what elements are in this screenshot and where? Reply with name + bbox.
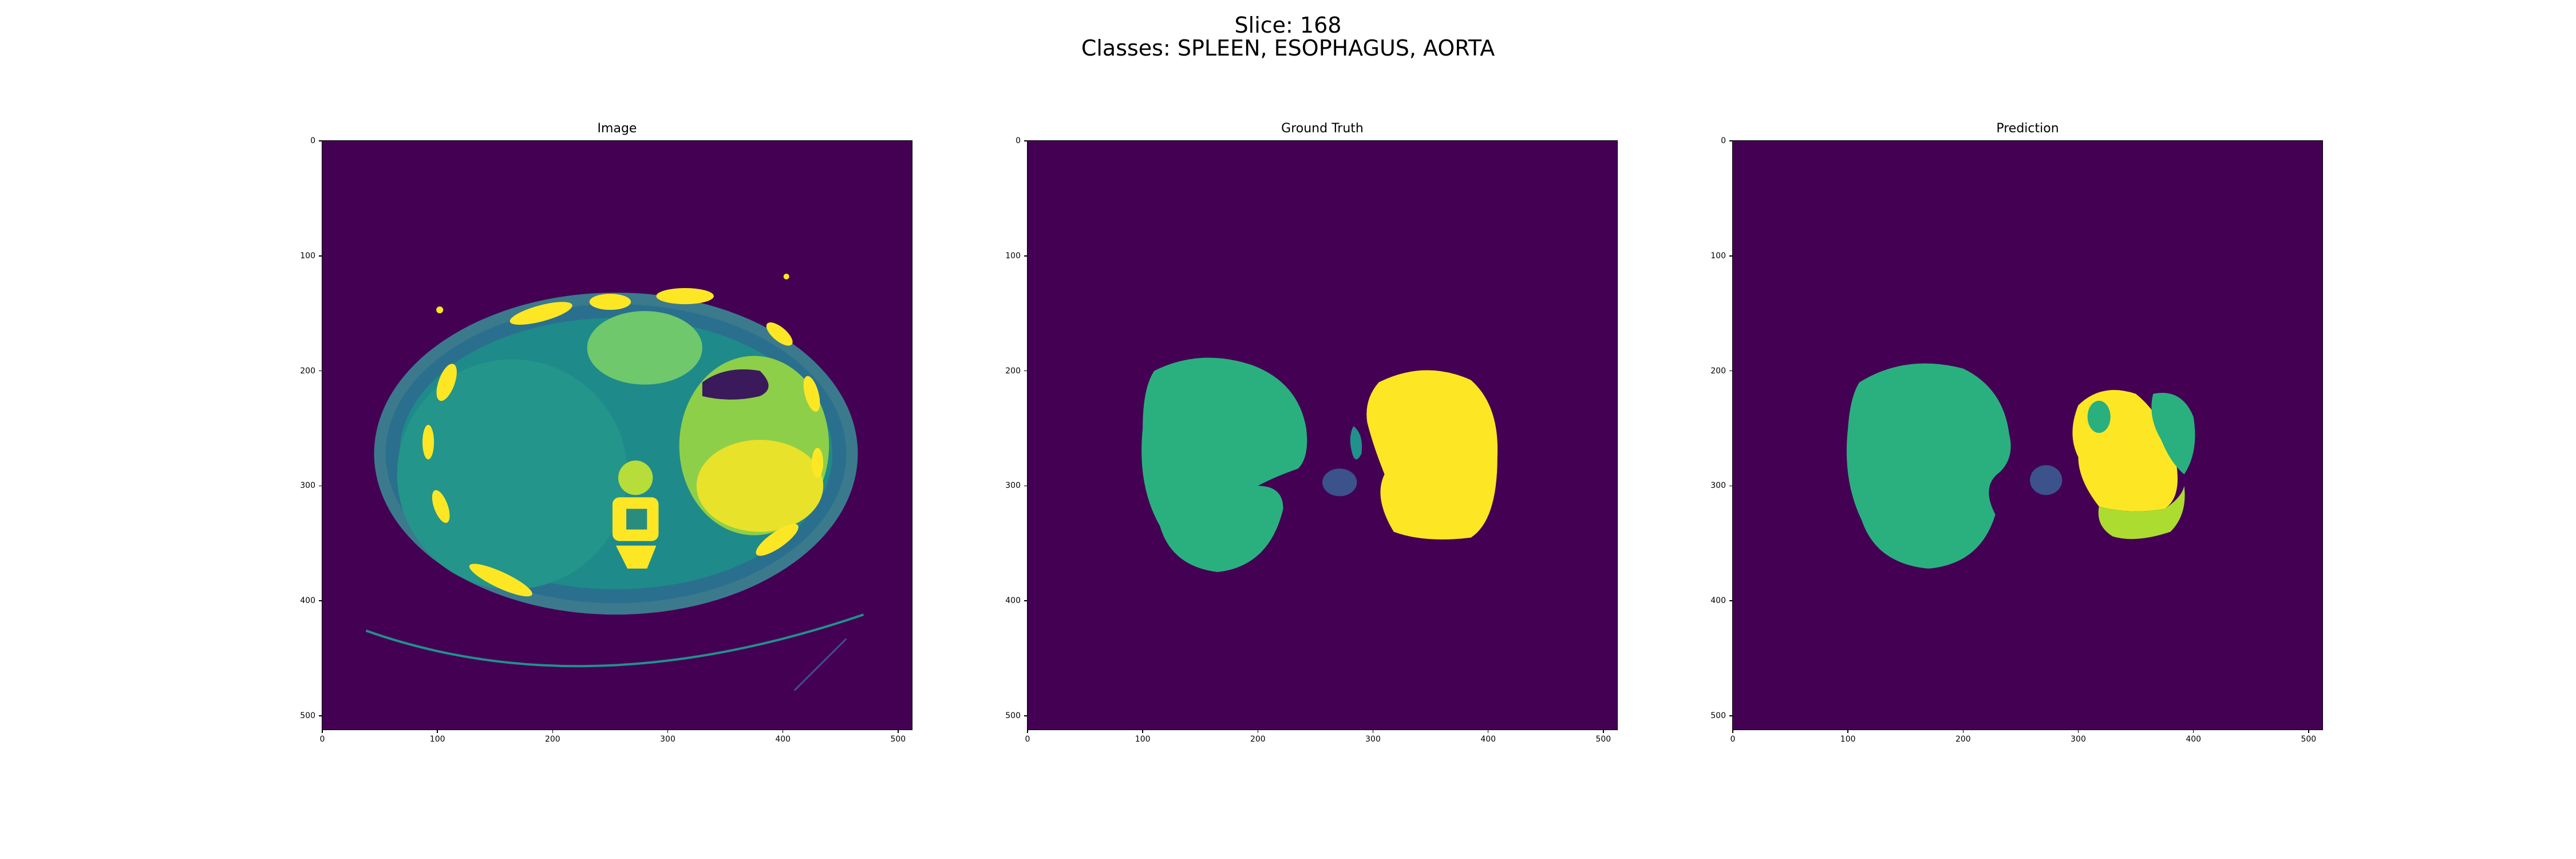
xtick-label: 300	[2071, 735, 2086, 744]
ytick-mark	[1024, 485, 1028, 487]
ytick-mark	[1729, 715, 1733, 716]
ytick-mark	[1729, 370, 1733, 372]
xtick-label: 200	[1955, 735, 1971, 744]
ytick-label: 200	[300, 366, 315, 376]
xtick-label: 400	[1480, 735, 1496, 744]
xtick-label: 400	[2186, 735, 2202, 744]
prediction-axes	[1732, 140, 2323, 730]
ytick-label: 400	[1710, 596, 1726, 606]
xtick-mark	[1732, 730, 1733, 733]
ytick-mark	[1729, 600, 1733, 601]
ytick-label: 100	[300, 251, 315, 261]
ytick-label: 100	[1005, 251, 1021, 261]
xtick-mark	[898, 730, 899, 733]
ytick-mark	[1024, 255, 1028, 257]
ytick-label: 400	[1005, 596, 1021, 606]
xtick-label: 500	[2301, 735, 2317, 744]
xtick-mark	[552, 730, 554, 733]
xtick-mark	[2308, 730, 2309, 733]
ytick-mark	[319, 370, 322, 372]
xtick-label: 500	[1595, 735, 1611, 744]
pred-liver-region	[1846, 363, 2011, 569]
xtick-label: 200	[544, 735, 560, 744]
ct-image-axes	[322, 140, 912, 730]
xtick-mark	[1487, 730, 1489, 733]
ytick-label: 300	[1710, 481, 1726, 491]
ytick-label: 300	[1005, 481, 1021, 491]
panel-prediction: Prediction	[1732, 121, 2323, 730]
pred-esophagus-region	[2087, 400, 2111, 433]
xtick-mark	[2192, 730, 2194, 733]
ytick-label: 300	[300, 481, 315, 491]
ground-truth-mask	[1028, 141, 1617, 730]
ytick-label: 200	[1005, 366, 1021, 376]
xtick-label: 0	[319, 735, 325, 744]
figure-title-classes: Classes: SPLEEN, ESOPHAGUS, AORTA	[1081, 36, 1495, 61]
xtick-mark	[1962, 730, 1964, 733]
xtick-mark	[667, 730, 669, 733]
ytick-mark	[319, 600, 322, 601]
gt-liver-region	[1141, 357, 1307, 572]
panel-title-ground-truth: Ground Truth	[1281, 121, 1364, 136]
figure-title-slice: Slice: 168	[1234, 13, 1342, 38]
gt-aorta-region	[1322, 468, 1357, 497]
xtick-mark	[1142, 730, 1143, 733]
gt-esophagus-region	[1350, 425, 1362, 460]
xtick-mark	[1847, 730, 1848, 733]
pred-aorta-region	[2030, 465, 2063, 495]
xtick-mark	[437, 730, 438, 733]
ytick-mark	[319, 255, 322, 257]
ytick-label: 500	[1005, 711, 1021, 720]
ytick-label: 200	[1710, 366, 1726, 376]
pred-stomach-region	[2151, 393, 2195, 475]
ytick-mark	[1729, 255, 1733, 257]
xtick-label: 100	[1135, 735, 1151, 744]
xtick-label: 300	[660, 735, 675, 744]
ytick-mark	[319, 715, 322, 716]
ct-scan-image	[322, 141, 912, 730]
ytick-label: 500	[1710, 711, 1726, 720]
panel-image: Image	[322, 121, 912, 730]
xtick-mark	[1603, 730, 1604, 733]
ytick-mark	[1729, 140, 1733, 141]
xtick-label: 500	[890, 735, 906, 744]
ytick-mark	[1729, 485, 1733, 487]
xtick-label: 100	[429, 735, 445, 744]
xtick-label: 0	[1730, 735, 1736, 744]
ytick-label: 0	[1016, 136, 1021, 145]
gt-spleen-region	[1366, 370, 1498, 540]
ytick-mark	[319, 140, 322, 141]
xtick-mark	[782, 730, 784, 733]
ytick-mark	[319, 485, 322, 487]
ytick-label: 500	[300, 711, 315, 720]
panel-title-prediction: Prediction	[1996, 121, 2059, 136]
xtick-label: 200	[1250, 735, 1266, 744]
xtick-mark	[322, 730, 323, 733]
ytick-label: 400	[300, 596, 315, 606]
pred-lower-region	[2098, 486, 2185, 539]
xtick-label: 300	[1365, 735, 1381, 744]
xtick-label: 0	[1025, 735, 1030, 744]
xtick-label: 400	[775, 735, 791, 744]
ytick-mark	[1024, 140, 1028, 141]
ytick-mark	[1024, 370, 1028, 372]
ytick-label: 0	[1721, 136, 1726, 145]
xtick-mark	[1027, 730, 1028, 733]
ground-truth-axes	[1027, 140, 1618, 730]
panel-ground-truth: Ground Truth	[1027, 121, 1618, 730]
panel-title-image: Image	[597, 121, 637, 136]
prediction-mask	[1733, 141, 2322, 730]
ytick-mark	[1024, 600, 1028, 601]
xtick-mark	[2077, 730, 2079, 733]
ytick-mark	[1024, 715, 1028, 716]
xtick-mark	[1257, 730, 1259, 733]
xtick-mark	[1372, 730, 1374, 733]
ytick-label: 0	[310, 136, 315, 145]
xtick-label: 100	[1840, 735, 1856, 744]
ytick-label: 100	[1710, 251, 1726, 261]
